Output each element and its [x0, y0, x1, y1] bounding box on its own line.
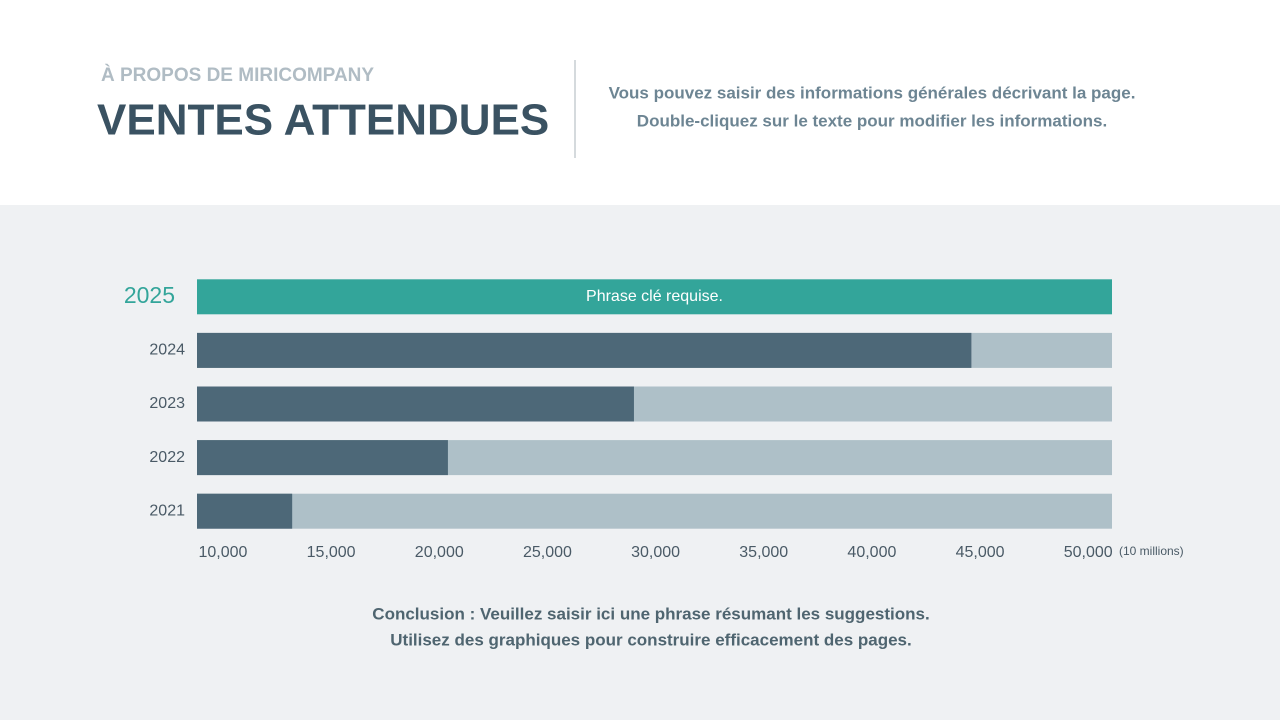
x-axis-label: (10 millions)	[1119, 544, 1184, 558]
header-bg	[0, 0, 1280, 205]
bar	[197, 332, 972, 368]
x-tick-label: 50,000	[1064, 544, 1113, 561]
y-tick-label: 2024	[149, 342, 185, 359]
title: VENTES ATTENDUES	[97, 96, 549, 145]
bar-track	[197, 493, 1112, 529]
y-tick-label: 2022	[149, 449, 185, 466]
conclusion: Utilisez des graphiques pour construire …	[390, 630, 911, 649]
x-tick-label: 25,000	[523, 544, 572, 561]
x-tick-label: 10,000	[198, 544, 247, 561]
x-tick-label: 45,000	[956, 544, 1005, 561]
highlight-label: Phrase clé requise.	[586, 288, 723, 305]
y-tick-label: 2025	[124, 282, 175, 308]
x-tick-label: 20,000	[415, 544, 464, 561]
x-tick-label: 30,000	[631, 544, 680, 561]
y-tick-label: 2023	[149, 395, 185, 412]
x-tick-label: 15,000	[307, 544, 356, 561]
bar	[197, 386, 634, 422]
description: Double-cliquez sur le texte pour modifie…	[637, 111, 1107, 130]
x-tick-label: 35,000	[739, 544, 788, 561]
description: Vous pouvez saisir des informations géné…	[609, 83, 1136, 102]
bar	[197, 493, 293, 529]
conclusion: Conclusion : Veuillez saisir ici une phr…	[372, 604, 929, 623]
bar	[197, 440, 448, 476]
eyebrow: À PROPOS DE MIRICOMPANY	[101, 64, 374, 86]
y-tick-label: 2021	[149, 502, 185, 519]
x-tick-label: 40,000	[847, 544, 896, 561]
highlight-bar	[197, 279, 1112, 315]
